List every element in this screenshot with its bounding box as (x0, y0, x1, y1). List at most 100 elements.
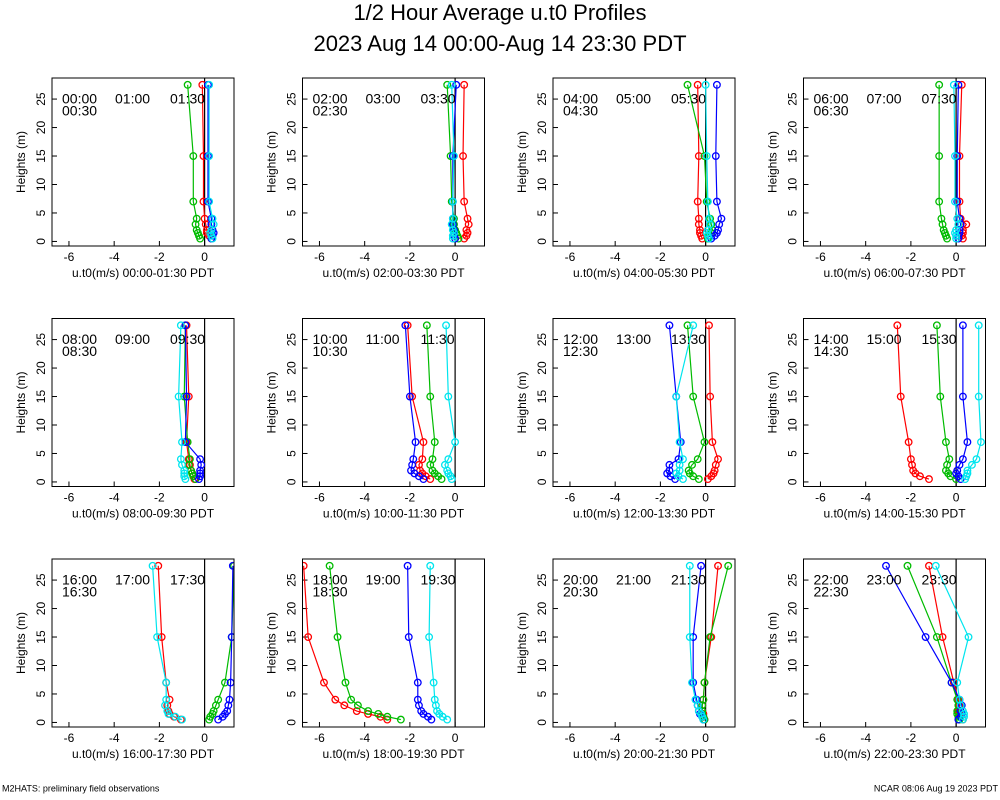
legend-label: 22:00 (814, 572, 849, 588)
profile-point (693, 455, 702, 464)
y-tick-label: 0 (34, 719, 48, 726)
y-tick-label: 20 (535, 121, 549, 135)
profile-point (977, 438, 985, 447)
profile-point (196, 472, 205, 481)
legend-label: 03:00 (366, 91, 401, 107)
panel: -6 -4 -2 0 0 5 10 15 20 25 u.t0(m/s) 06:00-07:30 P… (766, 77, 986, 280)
profile-line (936, 325, 957, 480)
y-tick-label: 10 (34, 178, 48, 192)
y-tick-label: 0 (535, 719, 549, 726)
legend-label: 23:30 (922, 572, 957, 588)
y-tick-label: 0 (786, 719, 800, 726)
panel: -6 -4 -2 0 0 5 10 15 20 25 u.t0(m/s) 10:00-11:30 P… (265, 318, 485, 521)
legend-label: 13:30 (671, 331, 706, 347)
y-axis-label: Heights (m) (515, 612, 529, 674)
y-tick-label: 15 (786, 149, 800, 163)
panel: -6 -4 -2 0 0 5 10 15 20 25 u.t0(m/s) 12:00-13:30 P… (515, 318, 736, 521)
y-tick-label: 0 (786, 478, 800, 485)
legend-label: 15:30 (922, 331, 957, 347)
profile-point (401, 321, 410, 330)
x-axis-label: u.t0(m/s) 06:00-07:30 PDT (823, 266, 966, 280)
y-tick-label: 15 (285, 390, 299, 404)
plot-frame (51, 77, 235, 247)
x-tick-label: 0 (953, 491, 960, 505)
footer-right: NCAR 08:06 Aug 19 2023 PDT (874, 783, 999, 793)
plot-frame (302, 318, 485, 487)
profile-point (963, 466, 972, 475)
profile-point (958, 392, 967, 401)
profile-point (703, 197, 712, 206)
profile-point (955, 460, 964, 469)
profile-point (205, 152, 214, 160)
plot-frame (803, 318, 986, 487)
profile-point (675, 460, 684, 469)
y-tick-label: 10 (786, 659, 800, 673)
x-tick-label: -2 (154, 491, 165, 505)
plot-frame (552, 318, 736, 487)
x-tick-label: -2 (655, 731, 666, 745)
x-tick-label: -2 (154, 250, 165, 264)
profile-point (426, 561, 435, 570)
x-tick-label: -4 (610, 491, 621, 505)
profile-point (896, 392, 905, 401)
profile-line (208, 565, 234, 720)
profile-point (157, 633, 166, 641)
x-axis-label: u.t0(m/s) 14:00-15:30 PDT (823, 507, 966, 521)
profile-point (684, 466, 693, 475)
profile-point (962, 220, 971, 229)
x-tick-label: -4 (860, 491, 871, 505)
title: 1/2 Hour Average u.t0 Profiles (353, 0, 646, 25)
profile-point (201, 220, 210, 229)
y-tick-label: 5 (786, 209, 800, 216)
y-tick-label: 10 (535, 178, 549, 192)
profile-point (418, 455, 427, 464)
profile-point (464, 220, 473, 229)
profile-point (957, 80, 966, 89)
profile-point (974, 392, 983, 401)
legend-label: 21:30 (671, 572, 706, 588)
y-tick-label: 10 (285, 178, 299, 192)
legend-label: 00:30 (62, 103, 97, 119)
profile-point (189, 152, 198, 160)
profile-point (176, 455, 185, 464)
profile-point (694, 220, 703, 229)
profile-point (967, 460, 976, 469)
plot-frame (552, 558, 736, 728)
y-tick-label: 20 (786, 121, 800, 135)
y-axis-label: Heights (m) (265, 371, 279, 433)
profile-line (697, 84, 703, 239)
profile-point (191, 220, 200, 229)
profile-point (431, 701, 440, 710)
y-tick-label: 5 (535, 209, 549, 216)
profile-point (340, 701, 349, 710)
panel: -6 -4 -2 0 0 5 10 15 20 25 u.t0(m/s) 08:00-09:30 P… (14, 318, 235, 521)
profile-point (409, 455, 418, 464)
plot-area (663, 321, 722, 484)
y-tick-label: 5 (535, 690, 549, 697)
x-tick-label: 0 (452, 731, 459, 745)
profile-point (935, 152, 944, 160)
profile-point (154, 561, 163, 570)
profile-point (403, 561, 412, 570)
x-tick-label: 0 (452, 250, 459, 264)
profile-point (935, 80, 944, 89)
y-tick-label: 10 (34, 418, 48, 432)
profile-line (938, 84, 948, 239)
y-tick-label: 20 (535, 361, 549, 375)
plot-area (302, 561, 452, 724)
y-tick-label: 15 (285, 630, 299, 644)
profile-point (698, 701, 707, 710)
legend-label: 20:00 (563, 572, 598, 588)
y-tick-label: 25 (34, 333, 48, 347)
profile-point (205, 80, 214, 89)
y-tick-label: 20 (34, 121, 48, 135)
profile-point (712, 80, 721, 89)
x-tick-label: -6 (64, 491, 75, 505)
legend-label: 07:00 (867, 91, 902, 107)
profile-point (696, 226, 704, 235)
y-tick-label: 15 (34, 630, 48, 644)
legend-label: 02:30 (313, 103, 348, 119)
profile-point (956, 220, 965, 229)
legend-label: 04:00 (563, 91, 598, 107)
